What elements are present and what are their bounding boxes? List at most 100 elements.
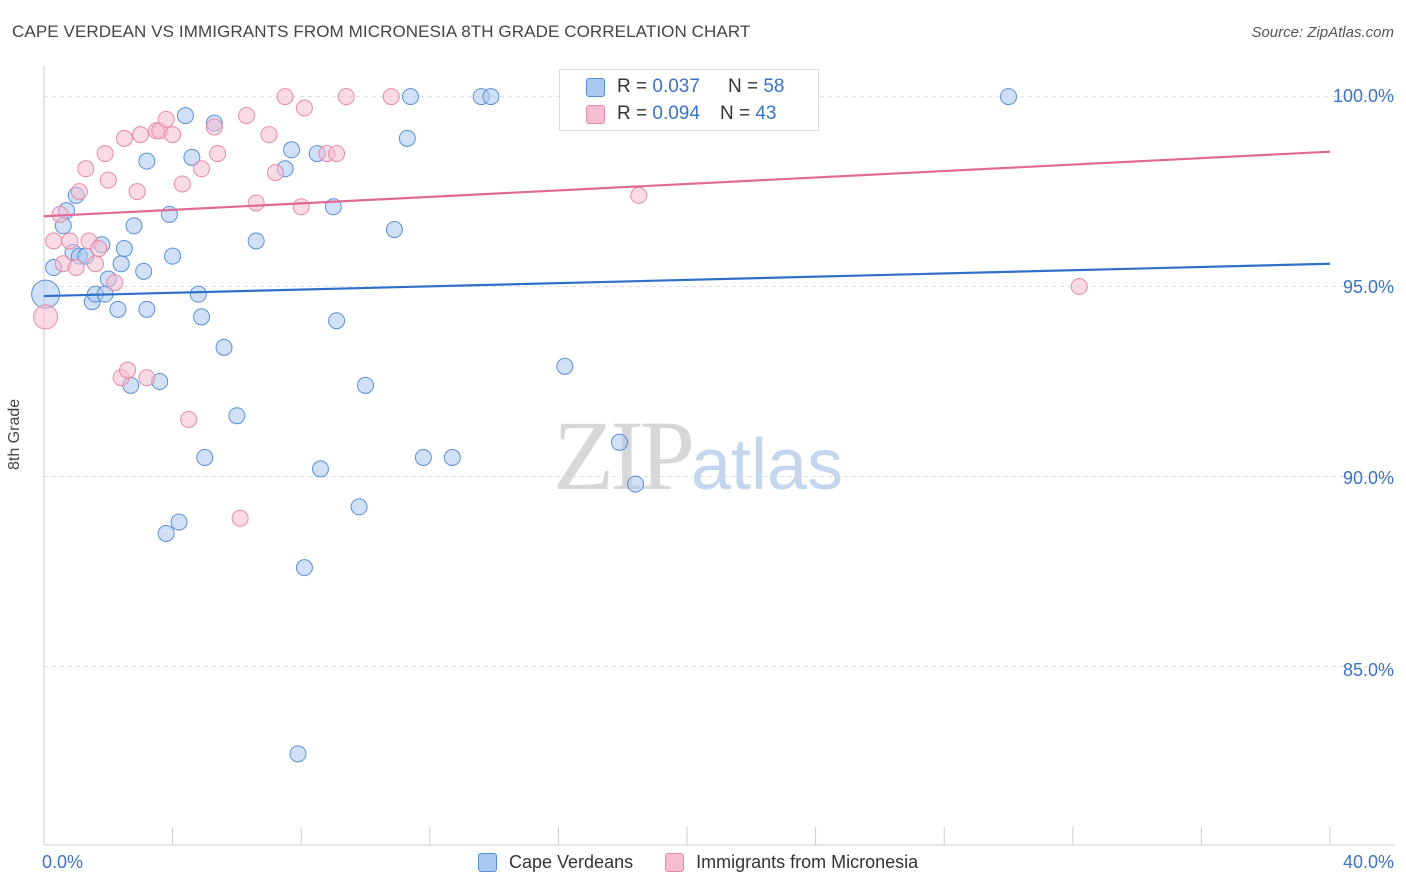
micronesia-point <box>33 304 59 330</box>
micronesia-point <box>337 88 355 106</box>
cape-verdean-point <box>385 221 403 239</box>
cape-verdean-point <box>196 449 214 466</box>
micronesia-point <box>238 107 256 125</box>
cape-verdean-point <box>482 88 500 106</box>
micronesia-point <box>292 198 310 216</box>
micronesia-point <box>61 232 79 250</box>
legend-swatch-blue <box>478 853 497 872</box>
cape-verdean-point <box>311 460 329 478</box>
source-label: Source: ZipAtlas.com <box>1251 24 1394 41</box>
cape-verdean-point <box>398 129 416 147</box>
cape-verdean-point <box>183 148 201 166</box>
cape-verdean-point <box>189 285 207 303</box>
micronesia-point <box>157 110 175 128</box>
micronesia-point <box>328 145 346 163</box>
y-tick-label-95: 95.0% <box>1342 277 1394 297</box>
cape-verdean-point <box>357 376 374 394</box>
legend-r-value: 0.094 <box>652 103 700 124</box>
stats-legend: R = 0.037 N = 58 R = 0.094 N = 43 <box>559 69 819 131</box>
legend-n-label: N = <box>719 103 751 124</box>
cape-verdean-point <box>289 745 307 763</box>
micronesia-point <box>382 88 400 106</box>
micronesia-point <box>77 160 95 178</box>
micronesia-point <box>67 259 85 277</box>
legend-swatch-pink <box>586 104 605 124</box>
watermark-zip: ZIP <box>553 400 695 511</box>
cape-verdean-point <box>556 357 574 375</box>
watermark-atlas: atlas <box>691 425 844 505</box>
cape-verdean-point <box>135 262 153 280</box>
cape-verdean-point <box>350 498 368 516</box>
cape-verdean-point <box>112 255 130 273</box>
micronesia-point <box>173 175 191 193</box>
cape-verdean-point <box>125 217 143 235</box>
micronesia-point <box>266 164 284 182</box>
micronesia-point <box>164 126 182 144</box>
cape-verdean-point <box>157 524 175 542</box>
cape-verdean-point <box>228 407 246 425</box>
x-tick-label-max: 40.0% <box>1342 852 1394 872</box>
micronesia-point <box>231 509 249 527</box>
legend-item-cape-verdeans: Cape Verdeans <box>478 852 633 873</box>
trend-line-cape-verdeans <box>43 262 1331 298</box>
cape-verdean-point <box>138 300 156 318</box>
cape-verdean-point <box>115 240 133 258</box>
micronesia-point <box>276 88 294 106</box>
micronesia-point <box>209 145 227 163</box>
cape-verdean-point <box>1000 88 1017 106</box>
legend-r-value: 0.037 <box>652 76 700 97</box>
micronesia-point <box>45 232 63 250</box>
micronesia-point <box>180 411 198 429</box>
cape-verdean-point <box>109 300 127 318</box>
x-tick-label-min: 0.0% <box>42 852 84 872</box>
cape-verdean-point <box>443 449 461 466</box>
watermark: ZIPatlas <box>553 398 843 513</box>
micronesia-point <box>193 160 211 178</box>
legend-n-value: 43 <box>755 103 777 124</box>
legend-n-value: 58 <box>763 76 785 97</box>
legend-row-micronesia: R = 0.094 N = 43 <box>586 102 776 126</box>
cape-verdean-point <box>328 312 346 330</box>
cape-verdean-point <box>138 152 156 170</box>
cape-verdean-point <box>283 141 301 159</box>
micronesia-point <box>106 274 124 292</box>
y-tick-label-85: 85.0% <box>1342 660 1394 680</box>
cape-verdean-point <box>414 449 432 466</box>
micronesia-point <box>138 369 156 387</box>
micronesia-point <box>96 145 114 163</box>
micronesia-point <box>247 194 265 212</box>
legend-swatch-pink <box>665 853 685 872</box>
micronesia-point <box>630 186 648 204</box>
micronesia-point <box>90 240 108 258</box>
y-tick-label-90: 90.0% <box>1342 468 1394 488</box>
legend-n-label: N = <box>727 76 759 97</box>
cape-verdean-point <box>402 88 420 106</box>
legend-swatch-blue <box>586 77 605 97</box>
micronesia-point <box>70 183 88 201</box>
micronesia-point <box>99 171 117 189</box>
legend-r-label: R = <box>617 76 648 97</box>
micronesia-point <box>1070 278 1088 296</box>
cape-verdean-point <box>247 232 265 250</box>
legend-r-label: R = <box>617 103 648 124</box>
micronesia-point <box>131 126 149 144</box>
micronesia-point <box>295 99 313 117</box>
micronesia-point <box>119 361 137 379</box>
micronesia-point <box>115 129 133 147</box>
legend-label-micronesia: Immigrants from Micronesia <box>696 852 919 872</box>
y-tick-label-100: 100.0% <box>1332 86 1394 106</box>
micronesia-point <box>86 255 104 273</box>
cape-verdean-point <box>31 279 61 309</box>
micronesia-point <box>260 126 278 144</box>
legend-row-cape-verdeans: R = 0.037 N = 58 <box>586 75 784 99</box>
cape-verdean-point <box>610 433 628 451</box>
series-legend: Cape Verdeans Immigrants from Micronesia <box>478 852 950 873</box>
cape-verdean-point <box>176 107 194 125</box>
legend-item-micronesia: Immigrants from Micronesia <box>665 852 918 873</box>
legend-label-cape-verdeans: Cape Verdeans <box>509 852 634 872</box>
cape-verdean-point <box>193 308 211 326</box>
cape-verdean-point <box>170 513 188 531</box>
micronesia-point <box>128 183 146 201</box>
trend-line-micronesia <box>43 150 1331 218</box>
